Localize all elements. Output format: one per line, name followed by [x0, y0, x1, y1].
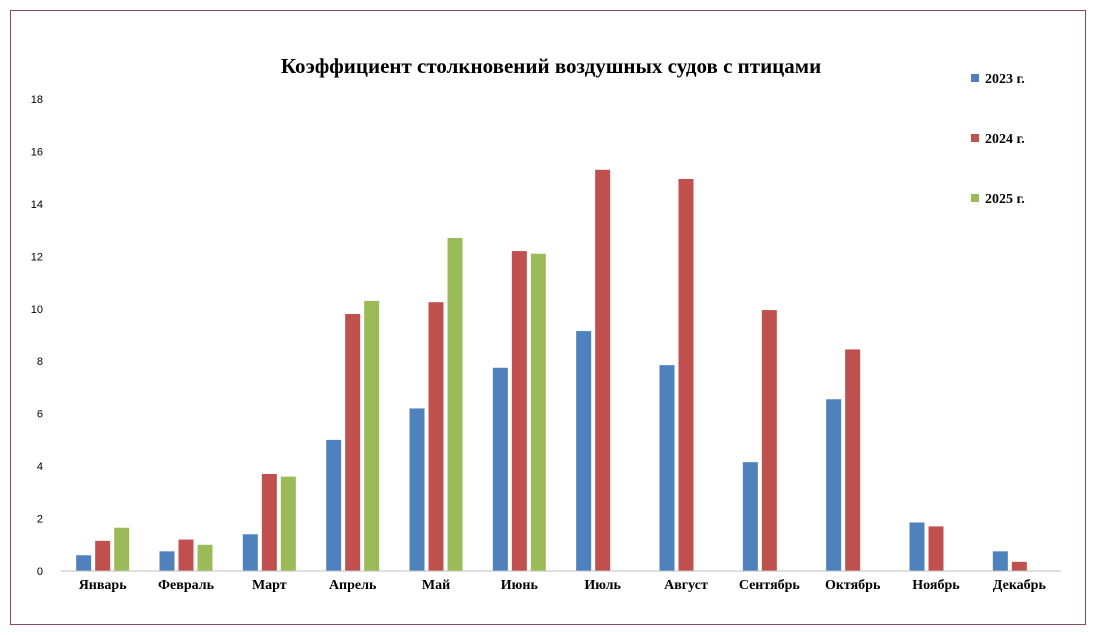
bar-2023-5: [409, 408, 425, 571]
bar-chart: Коэффициент столкновений воздушных судов…: [31, 54, 1061, 593]
bar-2024-10: [845, 349, 861, 571]
x-tick-label: Март: [252, 578, 287, 593]
bar-2024-9: [761, 310, 777, 571]
bar-2023-9: [742, 462, 758, 571]
bar-2024-1: [95, 540, 111, 571]
bar-2025-1: [114, 527, 130, 571]
bar-2024-8: [678, 178, 694, 571]
y-tick-label: 0: [37, 566, 43, 578]
bar-2024-2: [178, 539, 194, 571]
legend-label: 2025 г.: [985, 192, 1025, 207]
bar-2023-2: [159, 551, 175, 571]
legend: 2023 г. 2024 г. 2025 г.: [971, 72, 1025, 207]
bar-series-group: [76, 169, 1027, 572]
bar-2023-4: [326, 439, 342, 571]
x-axis: Январь Февраль Март Апрель Май Июнь Июль Август…: [61, 570, 1061, 593]
bar-2024-12: [1011, 561, 1027, 571]
bar-2025-5: [447, 237, 463, 571]
x-tick-label: Декабрь: [993, 578, 1047, 593]
bar-2025-6: [530, 253, 546, 571]
bar-2024-5: [428, 302, 444, 571]
x-tick-label: Ноябрь: [912, 578, 960, 593]
y-axis: 0 2 4 6 8 10 12 14 16 18: [31, 94, 43, 578]
y-tick-label: 2: [37, 514, 43, 526]
bar-2023-10: [826, 399, 842, 571]
legend-swatch: [971, 194, 979, 202]
bar-2025-4: [364, 300, 380, 571]
x-tick-label: Июль: [584, 578, 621, 593]
bar-2024-4: [345, 314, 361, 571]
y-tick-label: 16: [31, 146, 43, 158]
bar-2023-11: [909, 522, 925, 571]
chart-title: Коэффициент столкновений воздушных судов…: [281, 54, 821, 78]
x-tick-label: Октябрь: [825, 578, 881, 593]
x-tick-label: Январь: [79, 578, 128, 593]
legend-swatch: [971, 134, 979, 142]
x-tick-label: Февраль: [158, 578, 215, 593]
legend-swatch: [971, 74, 979, 82]
bar-2023-7: [576, 331, 592, 571]
bar-2025-3: [280, 476, 296, 571]
bar-2025-2: [197, 544, 213, 571]
legend-label: 2024 г.: [985, 132, 1025, 147]
x-tick-label: Май: [422, 578, 450, 593]
bar-2023-12: [992, 551, 1008, 571]
x-tick-label: Сентябрь: [739, 578, 801, 593]
y-tick-label: 10: [31, 304, 43, 316]
x-tick-label: Август: [664, 578, 708, 593]
bar-2023-6: [492, 367, 508, 571]
legend-label: 2023 г.: [985, 72, 1025, 87]
bar-2024-11: [928, 526, 944, 571]
y-tick-label: 12: [31, 251, 43, 263]
y-tick-label: 6: [37, 409, 43, 421]
chart-frame: Коэффициент столкновений воздушных судов…: [10, 10, 1086, 625]
y-tick-label: 14: [31, 199, 43, 211]
y-tick-label: 18: [31, 94, 43, 106]
bar-2023-8: [659, 365, 675, 571]
x-tick-label: Апрель: [329, 578, 377, 593]
x-tick-label: Июнь: [501, 578, 539, 593]
bar-2023-3: [242, 534, 258, 571]
y-tick-label: 8: [37, 356, 43, 368]
y-tick-label: 4: [37, 461, 43, 473]
bar-2024-6: [511, 251, 527, 572]
bar-2024-3: [261, 473, 277, 571]
bar-2024-7: [595, 169, 611, 572]
bar-2023-1: [76, 555, 92, 571]
